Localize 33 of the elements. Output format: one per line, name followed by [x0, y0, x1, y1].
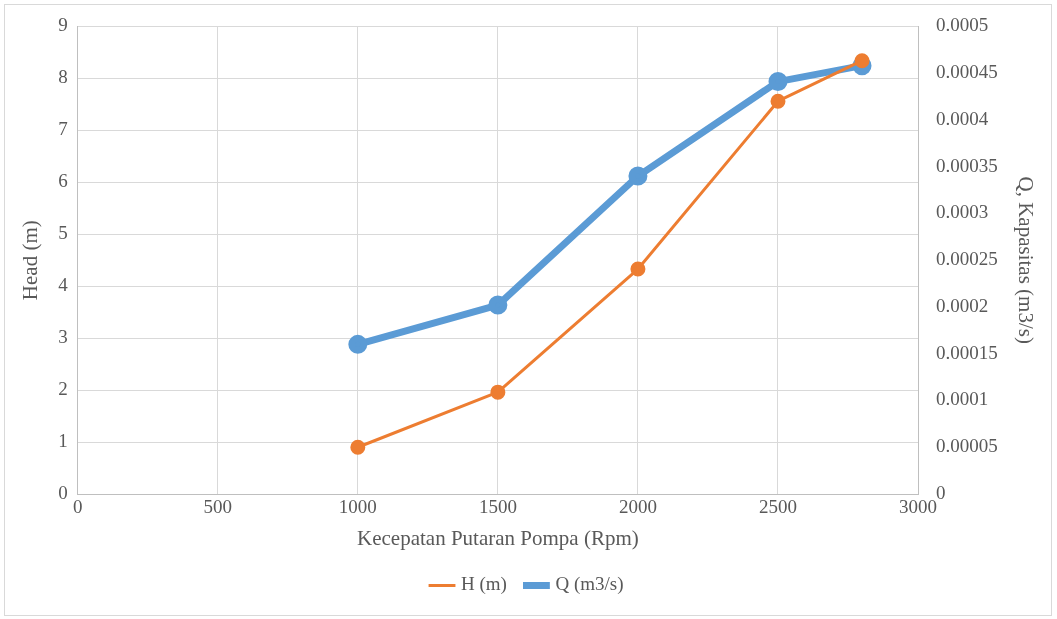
x-tick-label: 0 [72, 496, 83, 518]
y-tick-label: 5 [58, 222, 68, 244]
x-tick-label: 1500 [478, 496, 517, 518]
y-tick-label: 3 [58, 326, 68, 348]
y2-tick-label: 0.00005 [936, 435, 998, 457]
y2-tick-label: 0.00015 [936, 341, 998, 363]
y2-tick-label: 0.0004 [936, 107, 989, 129]
y2-tick-label: 0.00025 [936, 248, 998, 270]
y2-tick-label: 0.0002 [936, 294, 989, 316]
x-tick-label: 1000 [338, 496, 377, 518]
y-tick-label: 6 [58, 170, 68, 192]
y2-tick-label: 0 [936, 481, 946, 503]
y-tick-label: 1 [58, 430, 68, 452]
y2-tick-label: 0.0003 [936, 201, 989, 223]
y-tick-label: 0 [58, 481, 68, 503]
y-axis-title: Head (m) [18, 220, 43, 301]
y2-tick-label: 0.00035 [936, 154, 998, 176]
legend-label: Q (m3/s) [555, 573, 624, 596]
x-tick-label: 3000 [899, 496, 938, 518]
x-tick-label: 500 [203, 496, 233, 518]
y-tick-label: 2 [58, 378, 68, 400]
x-tick-label: 2000 [618, 496, 657, 518]
y2-axis-title: Q, Kapasitas (m3/s) [1013, 176, 1038, 344]
x-axis-title: Kecepatan Putaran Pompa (Rpm) [357, 525, 639, 550]
y2-tick-label: 0.0001 [936, 388, 989, 410]
y-tick-label: 9 [58, 14, 68, 36]
y-tick-label: 8 [58, 66, 68, 88]
y2-tick-label: 0.0005 [936, 14, 989, 36]
legend-label: H (m) [461, 573, 507, 596]
y-tick-label: 7 [58, 118, 68, 140]
y2-tick-label: 0.00045 [936, 61, 998, 83]
x-tick-label: 2500 [758, 496, 797, 518]
y-tick-label: 4 [58, 274, 69, 296]
